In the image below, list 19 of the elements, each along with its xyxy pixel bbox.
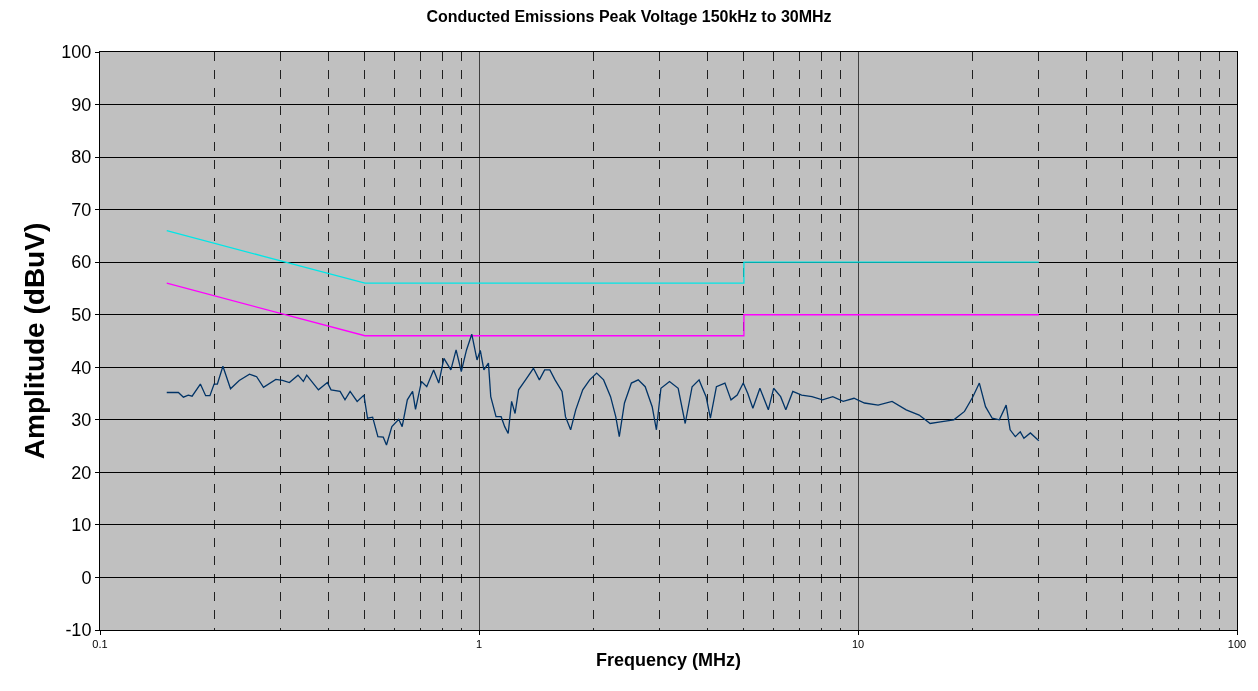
x-tick-label: 10	[851, 638, 865, 651]
y-tick-label: 90	[71, 94, 92, 115]
x-tick-label: 0.1	[92, 638, 108, 651]
x-axis-title: Frequency (MHz)	[595, 650, 742, 671]
y-tick-label: 80	[71, 147, 92, 168]
y-tick-label: 40	[71, 357, 92, 378]
y-tick-label: 0	[81, 567, 92, 588]
y-tick-label: -10	[65, 620, 92, 641]
y-tick-label: 50	[71, 305, 92, 326]
y-tick-label: 60	[71, 252, 92, 273]
x-tick-label: 100	[1227, 638, 1247, 651]
y-tick-label: 70	[71, 199, 92, 220]
y-tick-label: 10	[71, 515, 92, 536]
y-tick-label: 30	[71, 410, 92, 431]
chart-title: Conducted Emissions Peak Voltage 150kHz to 30MHz	[426, 7, 832, 25]
y-tick-label: 20	[71, 462, 92, 483]
x-tick-label: 1	[475, 638, 483, 651]
y-tick-label: 100	[61, 42, 92, 63]
y-axis-title: Amplitude (dBuV)	[19, 222, 51, 460]
